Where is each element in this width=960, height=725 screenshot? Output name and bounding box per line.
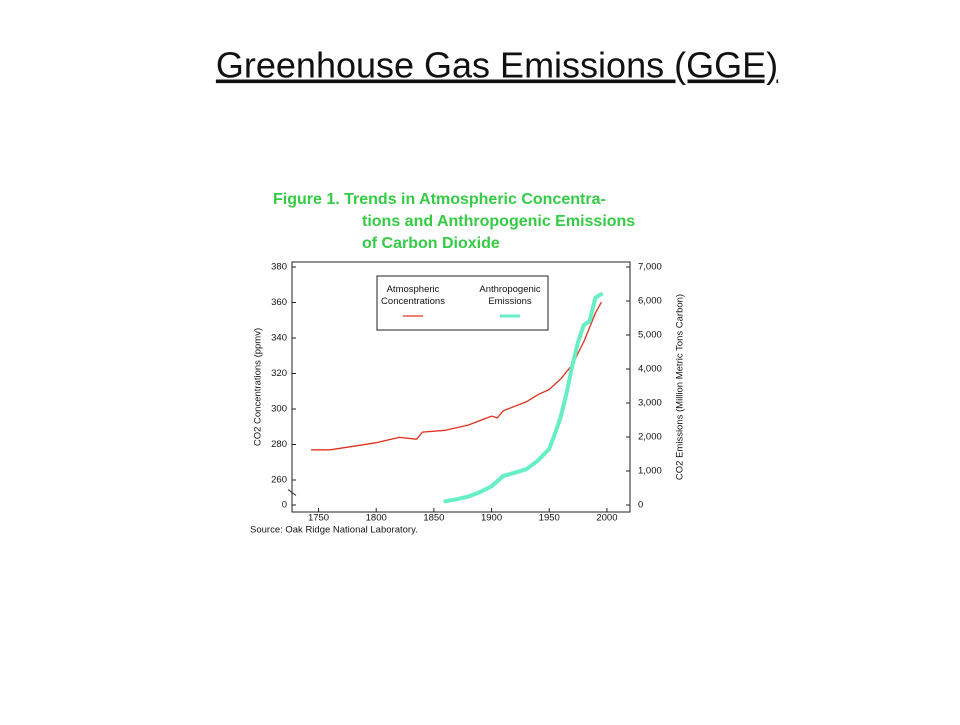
y-tick-label: 280 [271,439,287,450]
legend-label: Atmospheric Concentrations [381,284,445,307]
legend-box [376,275,549,331]
y-tick-label: 340 [271,333,287,344]
legend-label: Anthropogenic Emissions [479,284,541,307]
y2-axis-label: CO2 Emissions (Million Metric Tons Carbo… [675,294,686,480]
x-tick-label: 1800 [366,513,387,524]
axis-break [287,489,297,496]
y-tick-label: 320 [271,368,287,379]
x-tick-label: 1900 [481,513,502,524]
y-tick-label: 360 [271,297,287,308]
y2-tick-label: 0 [638,500,643,511]
x-tick-label: 1850 [423,513,444,524]
figure-title: of Carbon Dioxide [362,235,500,252]
y-tick-label: 300 [271,404,287,415]
x-tick-label: 2000 [596,513,617,524]
y2-tick-label: 4,000 [638,364,662,375]
y-tick-label: 380 [271,262,287,273]
y2-tick-label: 6,000 [638,296,662,307]
source: Source: Oak Ridge National Laboratory. [250,525,418,536]
series-line [443,292,604,504]
plot-frame [291,261,631,513]
y2-tick-label: 7,000 [638,262,662,273]
y2-tick-label: 2,000 [638,432,662,443]
y-tick-label: 0 [282,500,287,511]
x-tick-label: 1950 [539,513,560,524]
y2-tick-label: 3,000 [638,398,662,409]
slide-title: Greenhouse Gas Emissions (GGE) [216,45,778,86]
y2-tick-label: 1,000 [638,466,662,477]
y-tick-label: 260 [271,475,287,486]
figure-title: Figure 1. Trends in Atmospheric Concentr… [273,191,606,208]
y2-tick-label: 5,000 [638,330,662,341]
y-axis-label: CO2 Concentrations (ppmv) [253,328,264,446]
x-tick-label: 1750 [308,513,329,524]
figure-title: tions and Anthropogenic Emissions [362,213,635,230]
